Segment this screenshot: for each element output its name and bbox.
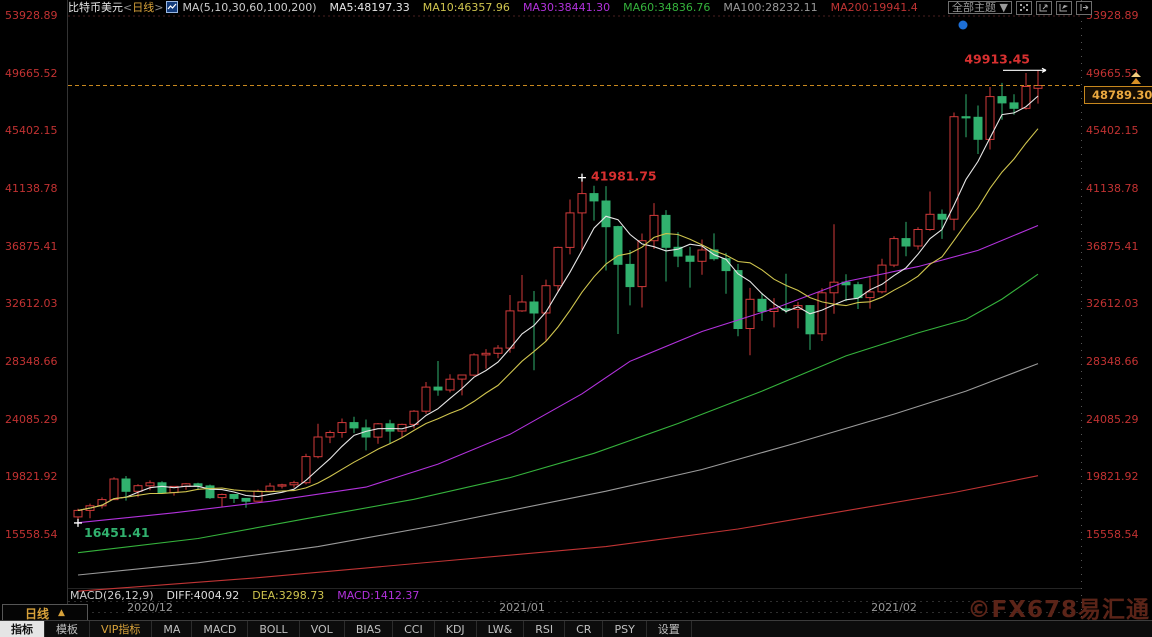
period-label: 日线 bbox=[132, 1, 155, 14]
ma-legend-item: MA30:38441.30 bbox=[522, 1, 611, 14]
macd-legend: MACD(26,12,9) DIFF:4004.92 DEA:3298.73 MACD… bbox=[70, 589, 432, 602]
price-axis-label: 41138.78 bbox=[1086, 181, 1139, 195]
triangle-up-icon: ▲ bbox=[58, 608, 65, 618]
macd-legend-item: MACD(26,12,9) bbox=[70, 589, 154, 602]
price-axis-label: 32612.03 bbox=[1086, 297, 1139, 311]
price-axis-label: 53928.89 bbox=[1086, 9, 1139, 22]
toolbar-item-RSI[interactable]: RSI bbox=[524, 621, 566, 637]
left-axis-divider bbox=[67, 0, 68, 621]
date-label: 2021/02 bbox=[871, 601, 917, 614]
bracket-close: > bbox=[154, 1, 164, 14]
header-controls: 全部主题 ▼ bbox=[948, 0, 1092, 15]
toolbar-item-BIAS[interactable]: BIAS bbox=[345, 621, 394, 637]
window-icon-group bbox=[1016, 0, 1092, 15]
chevron-down-icon: ▼ bbox=[999, 1, 1008, 14]
symbol-name: 比特币美元 bbox=[68, 1, 123, 14]
toolbar-item-CR[interactable]: CR bbox=[565, 621, 604, 637]
macd-legend-item: DEA:3298.73 bbox=[252, 589, 325, 602]
date-label: 2021/01 bbox=[499, 601, 545, 614]
chart-canvas[interactable]: 16451.41 41981.75 49913.45 bbox=[68, 0, 1082, 622]
ma-legend-item: MA200:19941.4 bbox=[830, 1, 918, 14]
price-axis-label: 28348.66 bbox=[5, 354, 58, 368]
macd-legend-item: DIFF:4004.92 bbox=[166, 589, 240, 602]
bracket-open: < bbox=[123, 1, 133, 14]
pane-shift-right-icon[interactable] bbox=[1076, 0, 1092, 15]
indicator-toolbar: 指标 模板 VIP指标 MA MACD BOLL VOL BIAS CCI KDJ LW& RSI CR… bbox=[0, 620, 1152, 637]
price-axis-label: 36875.41 bbox=[1086, 239, 1139, 253]
svg-text:41981.75: 41981.75 bbox=[591, 169, 657, 184]
timeframe-label: 日线 bbox=[25, 606, 50, 621]
price-axis-label: 24085.29 bbox=[5, 412, 58, 426]
toolbar-item-指标[interactable]: 指标 bbox=[0, 621, 45, 637]
price-up-arrow-icon bbox=[1130, 72, 1142, 85]
price-axis-label: 36875.41 bbox=[5, 239, 58, 253]
toolbar-item-VOL[interactable]: VOL bbox=[300, 621, 345, 637]
price-axis-label: 19821.92 bbox=[1086, 470, 1139, 484]
price-axis-label: 53928.89 bbox=[5, 9, 58, 22]
price-axis-label: 49665.52 bbox=[5, 66, 58, 80]
title-group: 比特币美元<日线> MA(5,10,30,60,100,200) MA5:48197… bbox=[68, 0, 931, 17]
toolbar-item-MA[interactable]: MA bbox=[152, 621, 193, 637]
theme-selector-button[interactable]: 全部主题 ▼ bbox=[948, 1, 1012, 14]
ma-legend-item: MA60:34836.76 bbox=[623, 1, 711, 14]
theme-selector-label: 全部主题 bbox=[952, 1, 997, 14]
watermark: ©FX678易汇通 bbox=[967, 597, 1150, 623]
toolbar-item-VIP指标[interactable]: VIP指标 bbox=[90, 621, 153, 637]
svg-text:16451.41: 16451.41 bbox=[84, 525, 150, 540]
chart-type-icon[interactable] bbox=[166, 1, 179, 17]
price-axis-label: 24085.29 bbox=[1086, 412, 1139, 426]
ma-group-label: MA(5,10,30,60,100,200) bbox=[182, 1, 317, 14]
toolbar-item-MACD[interactable]: MACD bbox=[192, 621, 249, 637]
price-axis-label: 28348.66 bbox=[1086, 354, 1139, 368]
pane-maximize-icon[interactable] bbox=[1036, 0, 1052, 15]
current-price-tag: 48789.30 bbox=[1084, 86, 1152, 104]
toolbar-item-设置[interactable]: 设置 bbox=[647, 621, 692, 637]
toolbar-item-CCI[interactable]: CCI bbox=[393, 621, 435, 637]
chart-header: 比特币美元<日线> MA(5,10,30,60,100,200) MA5:48197… bbox=[0, 0, 1152, 15]
toolbar-item-PSY[interactable]: PSY bbox=[603, 621, 647, 637]
ma-legend: MA5:48197.33 MA10:46357.96 MA30:38441.30 MA… bbox=[330, 1, 931, 14]
price-axis-label: 19821.92 bbox=[5, 470, 58, 484]
price-axis-label: 15558.54 bbox=[1086, 528, 1139, 541]
ma-legend-item: MA100:28232.11 bbox=[723, 1, 818, 14]
date-label: 2020/12 bbox=[127, 601, 173, 614]
toolbar-item-KDJ[interactable]: KDJ bbox=[435, 621, 477, 637]
toolbar-item-BOLL[interactable]: BOLL bbox=[248, 621, 300, 637]
price-axis-label: 32612.03 bbox=[5, 297, 58, 311]
price-axis-label: 45402.15 bbox=[1086, 124, 1139, 138]
svg-text:49913.45: 49913.45 bbox=[964, 51, 1030, 66]
price-axis-label: 45402.15 bbox=[5, 124, 58, 138]
toolbar-item-模板[interactable]: 模板 bbox=[45, 621, 90, 637]
macd-legend-item: MACD:1412.37 bbox=[337, 589, 420, 602]
dots-grid-icon[interactable] bbox=[1016, 0, 1032, 15]
price-axis-label: 49665.52 bbox=[1086, 66, 1139, 80]
pane-export-icon[interactable] bbox=[1056, 0, 1072, 15]
ma-legend-item: MA5:48197.33 bbox=[329, 1, 410, 14]
ma-legend-item: MA10:46357.96 bbox=[422, 1, 510, 14]
price-axis-label: 41138.78 bbox=[5, 181, 58, 195]
toolbar-item-LW&[interactable]: LW& bbox=[477, 621, 525, 637]
price-axis-label: 15558.54 bbox=[5, 528, 58, 541]
